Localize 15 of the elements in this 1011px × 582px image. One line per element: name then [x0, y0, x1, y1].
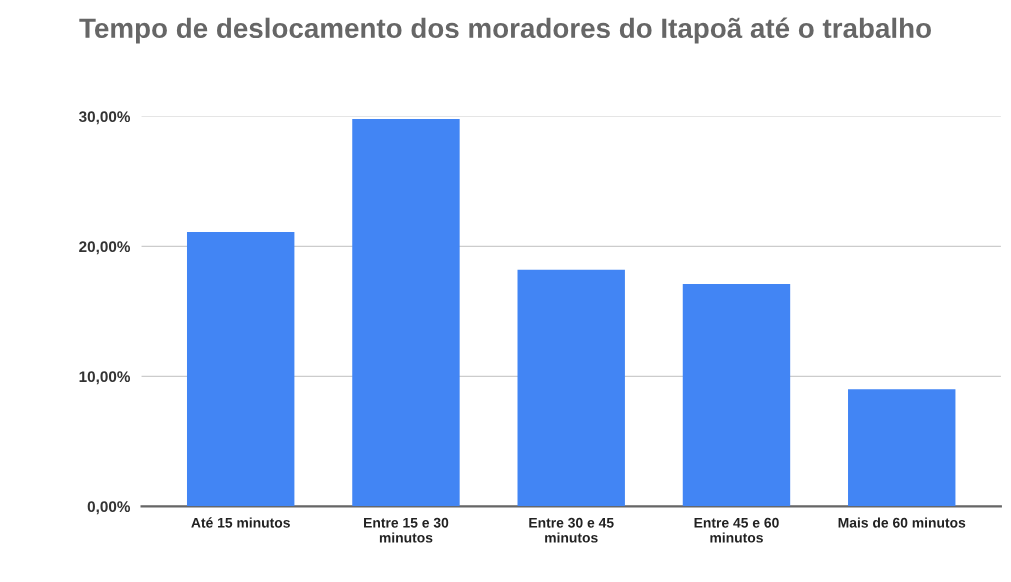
bar — [352, 119, 460, 507]
x-tick-label: Até 15 minutos — [191, 517, 290, 528]
x-tick-label: Entre 45 e 60 minutos — [694, 517, 779, 543]
x-tick-label: Mais de 60 minutos — [838, 517, 966, 528]
bar — [517, 269, 625, 507]
y-tick-label: 10,00% — [79, 371, 131, 385]
x-tick-label: Entre 30 e 45 minutos — [529, 517, 614, 543]
x-tick-label: Entre 15 e 30 minutos — [364, 517, 449, 543]
bar — [186, 232, 295, 507]
chart-title: Tempo de deslocamento dos moradores do Itapoã até o trabalho — [79, 17, 931, 44]
y-tick-label: 20,00% — [79, 241, 131, 255]
bar — [848, 389, 956, 507]
y-tick-label: 0,00% — [87, 501, 131, 515]
bar — [682, 284, 791, 507]
y-tick-label: 30,00% — [78, 111, 131, 125]
